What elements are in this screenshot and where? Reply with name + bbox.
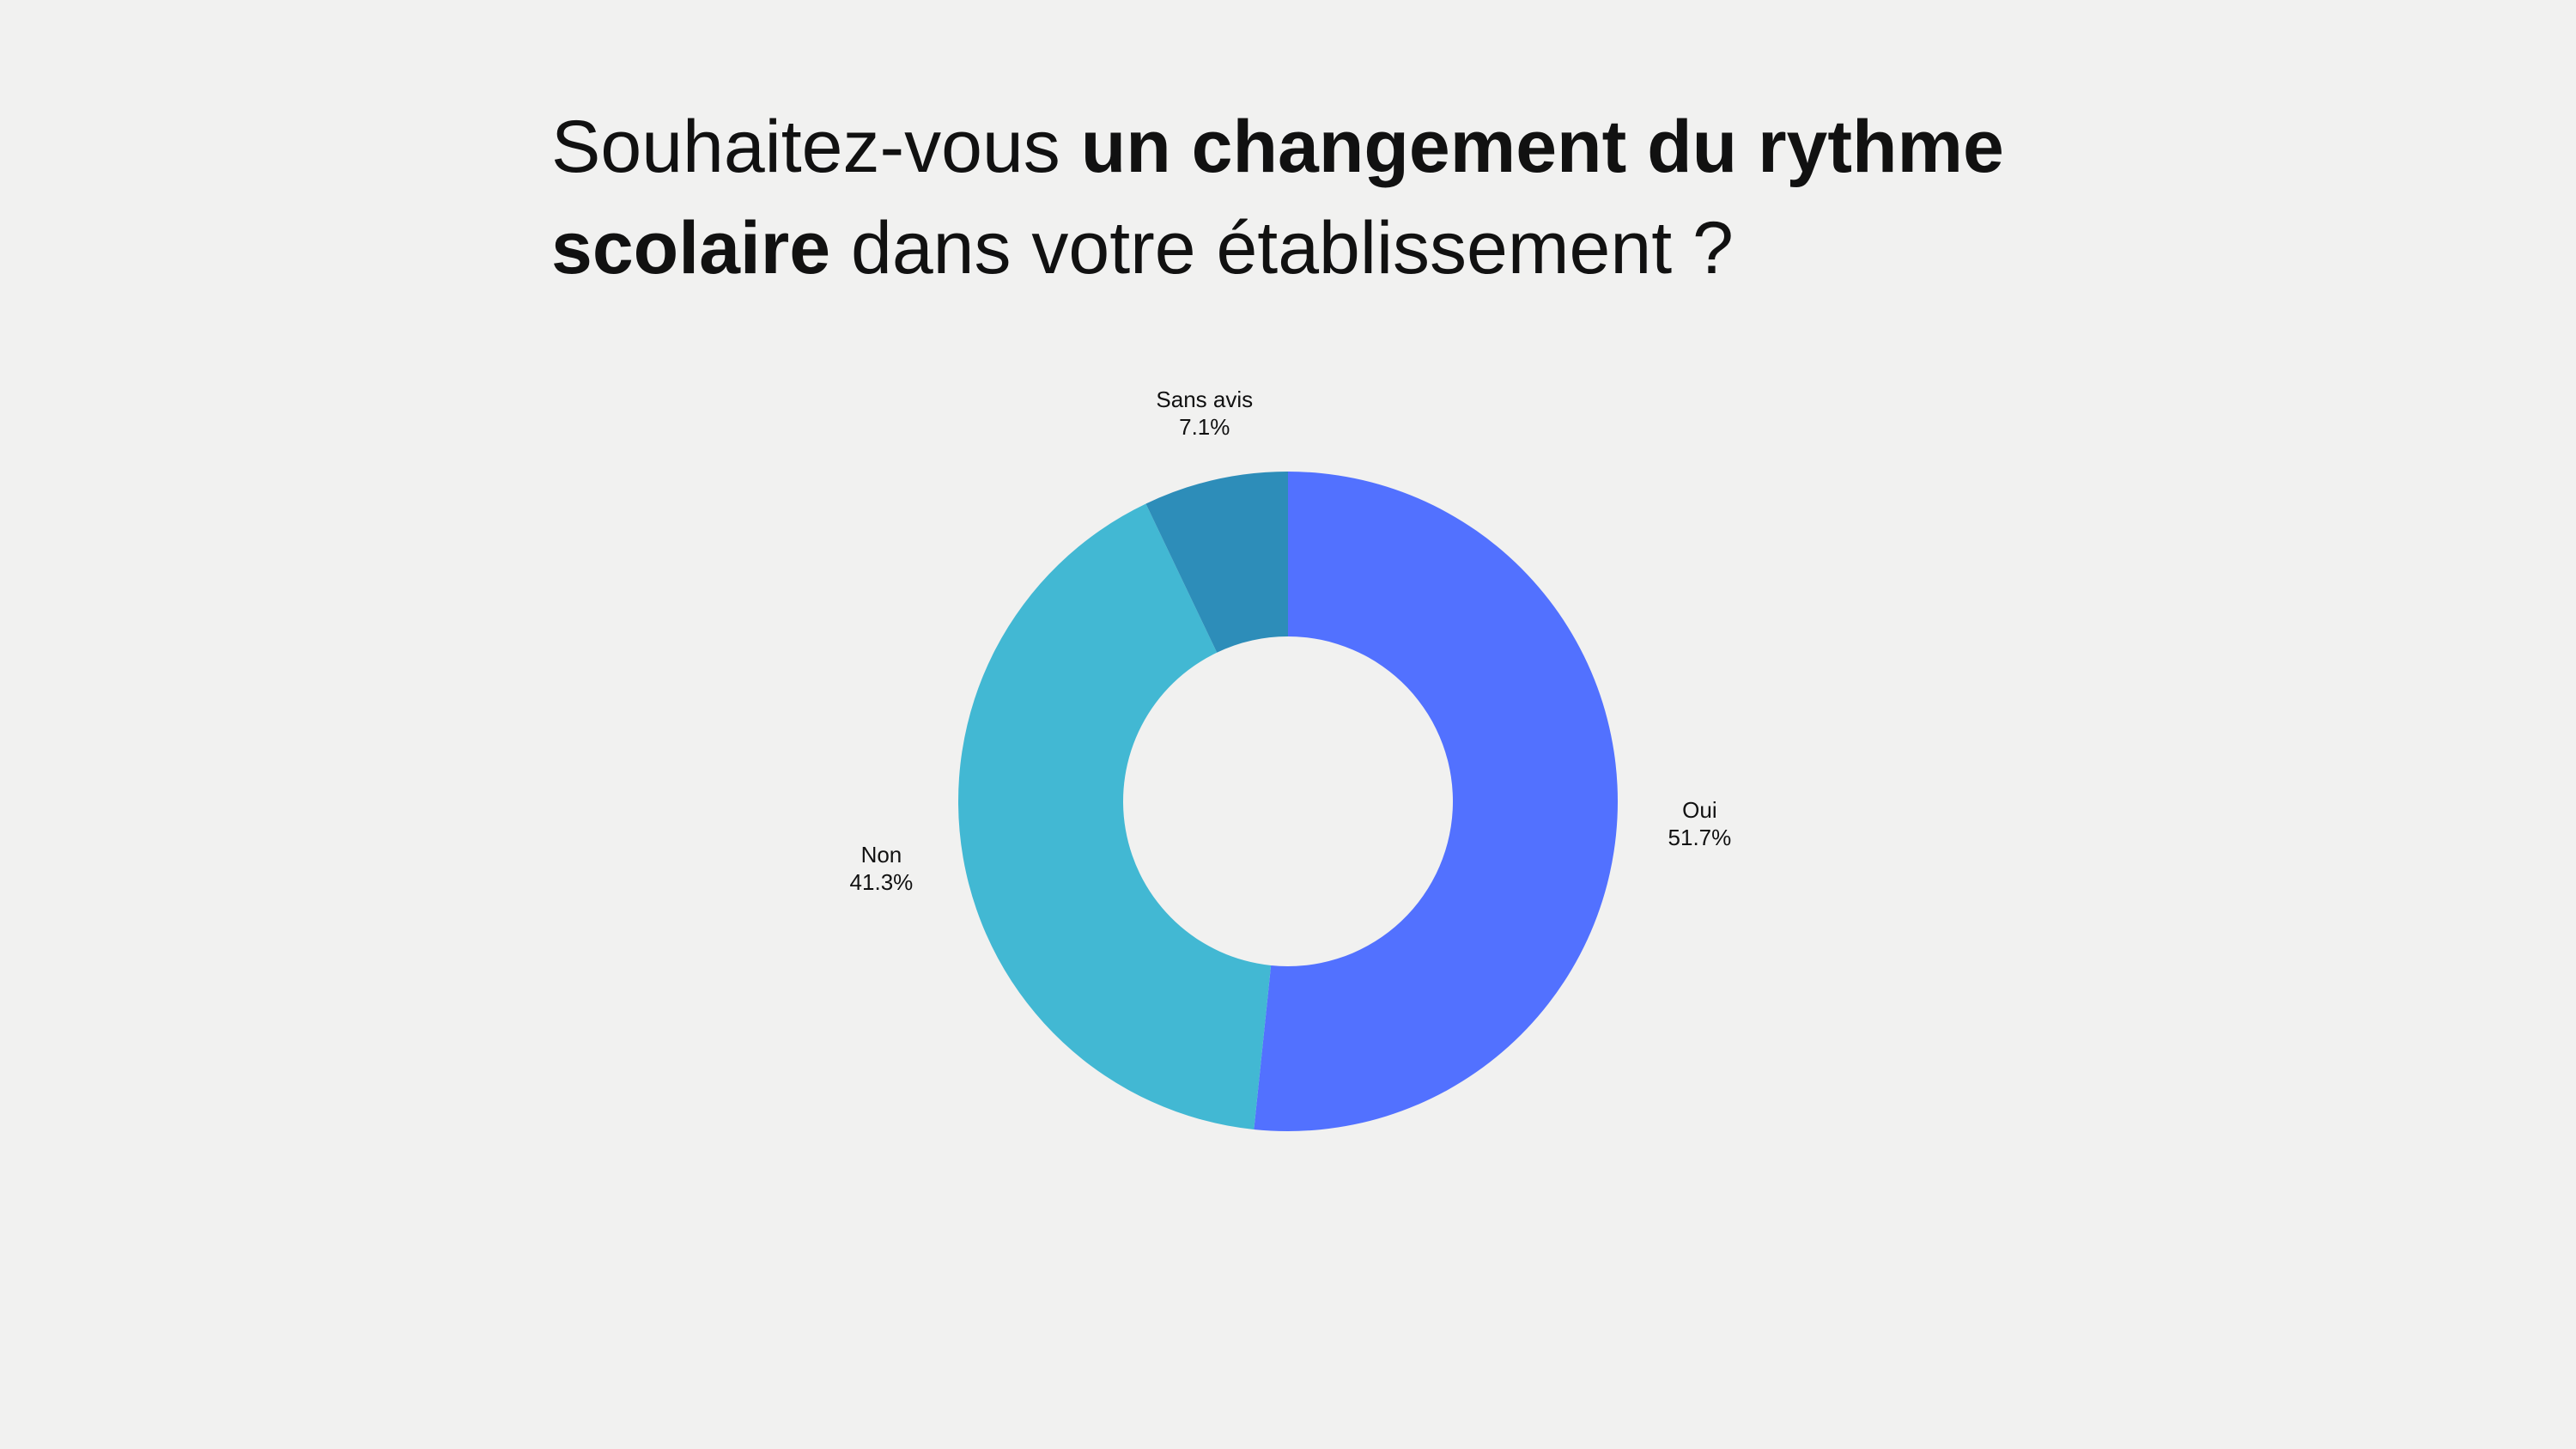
slice-label-non: Non 41.3% — [850, 842, 914, 895]
slice-value-non: 41.3% — [850, 869, 914, 895]
slice-value-oui: 51.7% — [1668, 825, 1732, 850]
slice-category-oui: Oui — [1682, 797, 1716, 823]
slice-category-sans-avis: Sans avis — [1156, 387, 1253, 412]
title-part-1: Souhaitez-vous — [551, 106, 1081, 188]
slice-category-non: Non — [861, 842, 902, 868]
slice-value-sans-avis: 7.1% — [1179, 414, 1230, 440]
title-part-2-bold: un changement du rythme scolaire — [551, 106, 2004, 289]
slice-label-oui: Oui 51.7% — [1668, 797, 1732, 850]
slice-oui — [1254, 472, 1618, 1131]
slice-non — [957, 503, 1272, 1129]
slice-label-sans-avis: Sans avis 7.1% — [1156, 387, 1253, 440]
title-part-3: dans votre établissement ? — [830, 207, 1734, 289]
chart-title: Souhaitez-vous un changement du rythme s… — [551, 96, 2097, 299]
slice-sans-avis — [1145, 472, 1288, 653]
